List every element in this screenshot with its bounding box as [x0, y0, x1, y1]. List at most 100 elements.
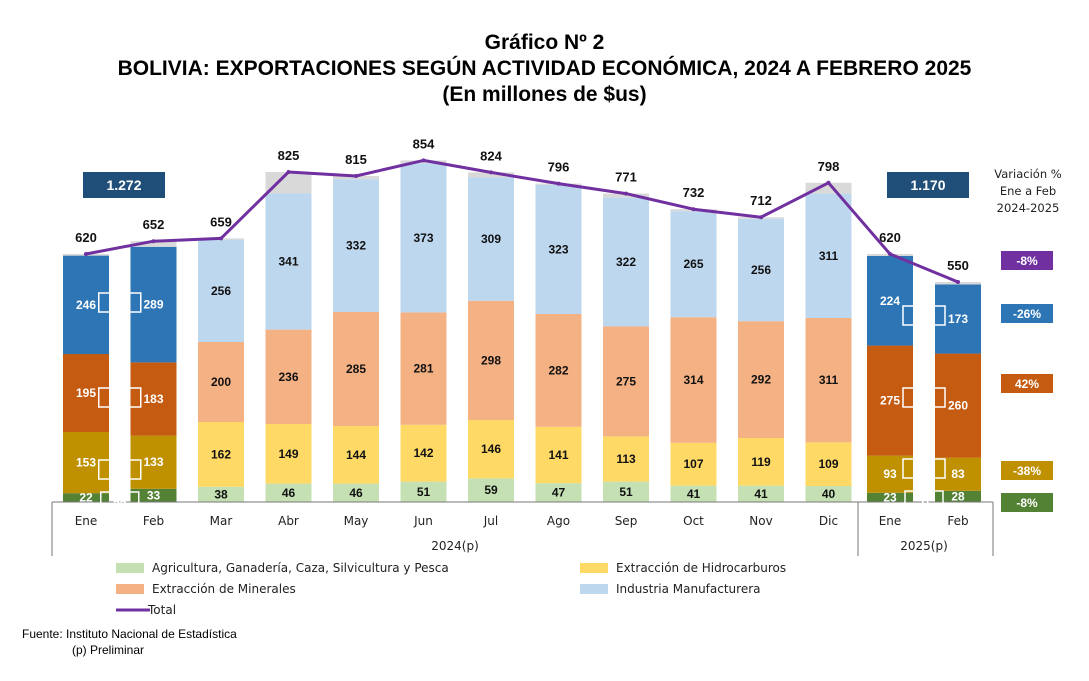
bar-value-label: 22 [79, 491, 93, 505]
bar-residual [805, 182, 852, 194]
bar-value-label: 200 [211, 375, 231, 389]
bar-value-label: 142 [413, 446, 433, 460]
bar-segment [130, 435, 177, 489]
bar-segment [805, 193, 852, 318]
bar-value-label: 59 [484, 483, 498, 497]
total-value-label: 815 [345, 152, 367, 167]
variation-label: -26% [1013, 307, 1041, 321]
pair-sum-label: 51 [917, 494, 931, 508]
bar-segment [670, 211, 717, 318]
bar-value-label: 246 [76, 298, 96, 312]
bar-segment [603, 481, 649, 502]
legend-label: Industria Manufacturera [616, 582, 761, 596]
bar-segment [935, 490, 981, 502]
bar-value-label: 38 [214, 487, 228, 501]
x-group-label: 2025(p) [900, 539, 948, 553]
bar-value-label: 236 [278, 370, 298, 384]
bar-segment [535, 314, 582, 427]
legend-label: Agricultura, Ganadería, Caza, Silvicultu… [152, 561, 449, 575]
legend-swatch [580, 584, 608, 594]
legend-swatch [580, 563, 608, 573]
bar-value-label: 28 [951, 489, 965, 503]
total-value-label: 620 [75, 230, 97, 245]
bar-segment [935, 284, 981, 354]
total-line-point [826, 180, 831, 185]
bar-value-label: 46 [282, 486, 296, 500]
pair-sum-box [902, 458, 946, 479]
bar-value-label: 195 [76, 386, 96, 400]
bar-value-label: 153 [76, 456, 96, 470]
bar-segment [265, 329, 312, 424]
pair-sum-label: 286 [110, 463, 130, 477]
bar-segment [535, 483, 582, 502]
total-line-point [151, 239, 156, 244]
bar-value-label: 46 [349, 486, 363, 500]
bar-value-label: 275 [880, 394, 900, 408]
bar-value-label: 373 [413, 231, 433, 245]
pair-sum-box [904, 490, 944, 511]
pair-sum-label: 379 [110, 391, 130, 405]
total-value-label: 652 [143, 217, 165, 232]
bar-value-label: 146 [481, 442, 501, 456]
legend-swatch [116, 584, 144, 594]
x-tick-label: Abr [278, 514, 299, 528]
bar-value-label: 289 [143, 298, 163, 312]
bar-segment [738, 218, 784, 322]
bar-segment [63, 354, 109, 432]
bar-segment [738, 485, 784, 502]
total-value-label: 825 [278, 148, 300, 163]
bar-segment [130, 362, 177, 436]
bar-value-label: 23 [883, 490, 897, 504]
preliminary-note: (p) Preliminar [72, 643, 145, 657]
bar-segment [130, 488, 177, 502]
x-tick-label: Mar [210, 514, 233, 528]
total-line-point [354, 174, 358, 178]
variation-title-line: Variación % [994, 167, 1062, 181]
pair-total-box [887, 172, 969, 198]
pair-sum-box [98, 387, 142, 408]
bar-value-label: 40 [822, 487, 836, 501]
total-line-point [691, 207, 696, 212]
bar-segment [670, 485, 717, 502]
pair-sum-box [98, 292, 142, 313]
total-value-label: 796 [548, 160, 570, 175]
bar-segment [333, 179, 379, 312]
bar-value-label: 141 [548, 448, 568, 462]
total-value-label: 854 [413, 136, 435, 151]
legend-swatch [116, 563, 144, 573]
bar-segment [603, 197, 649, 327]
total-line-point [286, 170, 291, 174]
bar-segment [670, 317, 717, 443]
bar-segment [333, 312, 379, 426]
total-line-point [219, 236, 223, 241]
bar-value-label: 162 [211, 447, 231, 461]
variation-badge [1001, 461, 1053, 480]
bar-segment [63, 255, 109, 354]
bar-segment [198, 342, 244, 422]
total-value-label: 798 [818, 159, 840, 174]
bar-value-label: 311 [819, 373, 839, 387]
bar-value-label: 51 [619, 485, 633, 499]
total-line-point [759, 215, 763, 220]
bar-value-label: 256 [211, 284, 231, 298]
bar-segment [867, 492, 913, 502]
total-line-point [556, 181, 561, 186]
total-line-point [956, 280, 960, 284]
bar-segment [867, 345, 913, 456]
pair-sum-box [902, 387, 946, 408]
bar-segment [935, 353, 981, 458]
bar-value-label: 281 [413, 362, 433, 376]
bar-segment [935, 457, 981, 491]
bar-segment [198, 486, 244, 502]
bar-value-label: 133 [143, 455, 163, 469]
bar-segment [400, 163, 447, 313]
bar-segment [805, 442, 852, 486]
bar-value-label: 149 [278, 447, 298, 461]
bar-value-label: 323 [548, 242, 568, 256]
bar-segment [63, 493, 109, 502]
variation-badge [1001, 304, 1053, 323]
total-line-point [421, 158, 426, 163]
bar-value-label: 275 [616, 374, 636, 388]
bar-value-label: 41 [754, 487, 768, 501]
bar-value-label: 282 [548, 363, 568, 377]
